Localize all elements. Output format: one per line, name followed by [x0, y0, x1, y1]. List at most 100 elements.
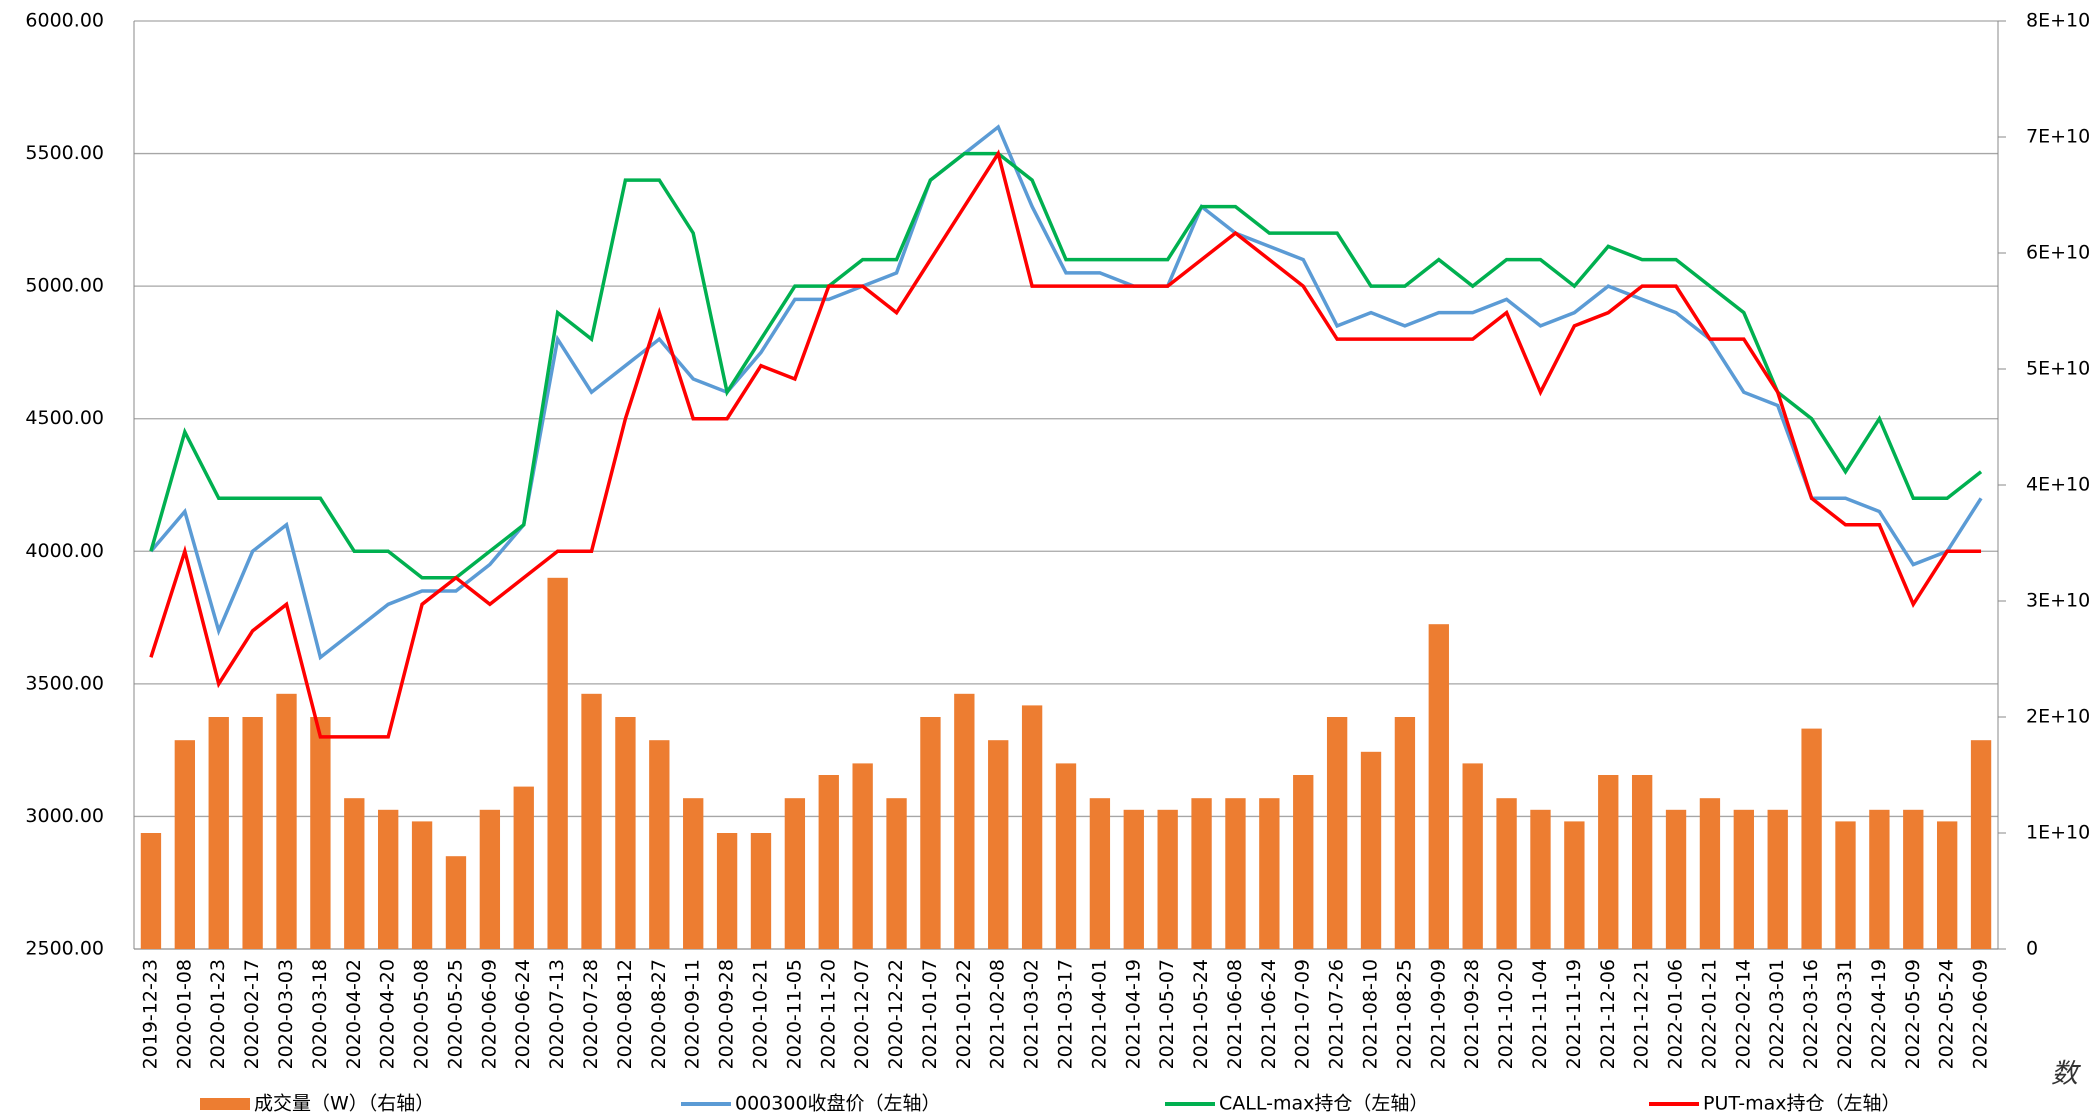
x-tick-label: 2020-06-24	[512, 959, 534, 1069]
x-tick-label: 2022-03-01	[1766, 959, 1788, 1069]
x-tick-label: 2020-03-03	[275, 959, 297, 1069]
x-tick-label: 2021-11-04	[1529, 959, 1551, 1069]
bar	[344, 798, 365, 949]
bar	[615, 717, 636, 949]
x-tick-label: 2022-05-09	[1902, 959, 1924, 1069]
x-tick-label: 2021-06-08	[1224, 959, 1246, 1069]
bar	[1835, 821, 1856, 949]
y-tick-label: 4000.00	[25, 540, 104, 562]
x-tick-label: 2022-02-14	[1732, 959, 1754, 1069]
bar	[954, 693, 975, 949]
legend-label: PUT-max持仓（左轴）	[1703, 1093, 1900, 1115]
y-tick-label: 3500.00	[25, 672, 104, 694]
y2-tick-label: 1E+10	[2026, 822, 2090, 844]
bar	[988, 740, 1009, 949]
x-tick-label: 2020-01-08	[173, 959, 195, 1069]
y2-tick-label: 8E+10	[2026, 10, 2090, 32]
x-tick-label: 2020-12-07	[851, 959, 873, 1069]
y2-tick-label: 0	[2026, 938, 2038, 960]
bar	[547, 577, 568, 949]
bar	[1598, 775, 1619, 949]
x-tick-label: 2021-11-19	[1563, 959, 1585, 1069]
bar	[920, 717, 941, 949]
x-tick-label: 2021-02-08	[987, 959, 1009, 1069]
bar	[1225, 798, 1246, 949]
x-tick-label: 2021-04-01	[1088, 959, 1110, 1069]
x-tick-label: 2022-01-21	[1698, 959, 1720, 1069]
bar	[649, 740, 670, 949]
line-series	[149, 149, 1982, 739]
bar	[1157, 809, 1178, 949]
bar	[1564, 821, 1585, 949]
line-series	[149, 151, 1983, 580]
x-tick-label: 2021-01-22	[953, 959, 975, 1069]
bar	[1123, 809, 1144, 949]
x-tick-label: 2021-06-24	[1258, 959, 1280, 1069]
bar	[174, 740, 196, 949]
bar	[242, 717, 263, 949]
bar	[445, 856, 467, 949]
legend-label: 成交量（W）（右轴）	[254, 1093, 434, 1115]
legend-swatch	[200, 1098, 250, 1110]
bar	[683, 798, 704, 949]
x-tick-label: 2020-12-22	[885, 959, 907, 1069]
x-tick-label: 2022-06-09	[1970, 959, 1992, 1069]
bar	[1462, 763, 1483, 949]
bar	[1021, 705, 1043, 949]
bar	[1699, 798, 1721, 949]
x-tick-label: 2021-04-19	[1122, 959, 1144, 1069]
x-tick-label: 2021-03-17	[1055, 959, 1077, 1069]
x-tick-label: 2020-08-27	[648, 959, 670, 1069]
y2-tick-label: 3E+10	[2026, 590, 2090, 612]
bar	[750, 833, 772, 949]
x-tick-label: 2020-01-23	[207, 959, 229, 1069]
x-tick-label: 2021-05-07	[1156, 959, 1178, 1069]
bar	[1055, 763, 1077, 949]
bar	[1394, 717, 1416, 949]
bar	[1936, 821, 1958, 949]
x-tick-label: 2021-07-26	[1326, 959, 1348, 1069]
bar	[1496, 798, 1517, 949]
line-series	[149, 124, 1983, 661]
y2-tick-label: 6E+10	[2026, 242, 2090, 264]
y2-tick-label: 2E+10	[2026, 706, 2090, 728]
x-tick-label: 2020-06-09	[478, 959, 500, 1069]
y-tick-label: 3000.00	[25, 805, 104, 827]
bar	[1428, 624, 1449, 949]
y-tick-label: 2500.00	[25, 938, 104, 960]
bar	[886, 798, 907, 949]
x-tick-label: 2020-11-20	[817, 959, 839, 1069]
x-tick-label: 2020-07-28	[580, 959, 602, 1069]
x-tick-label: 2020-11-05	[783, 959, 805, 1069]
x-tick-label: 2020-03-18	[309, 959, 331, 1069]
bar	[1970, 740, 1992, 949]
x-tick-label: 2022-01-06	[1665, 959, 1687, 1069]
y-tick-label: 5000.00	[25, 275, 104, 297]
bar	[1360, 751, 1382, 949]
x-tick-label: 2021-09-28	[1461, 959, 1483, 1069]
x-tick-label: 2020-02-17	[241, 959, 263, 1069]
x-tick-label: 2021-12-21	[1631, 959, 1653, 1069]
x-tick-label: 2020-04-02	[343, 959, 365, 1069]
bar	[1191, 798, 1212, 949]
x-tick-label: 2021-05-24	[1190, 959, 1212, 1069]
bar	[1089, 798, 1111, 949]
bar	[1903, 809, 1924, 949]
x-tick-label: 2022-03-31	[1834, 959, 1856, 1069]
x-tick-label: 2020-04-20	[377, 959, 399, 1069]
legend-label: CALL-max持仓（左轴）	[1219, 1093, 1428, 1115]
x-tick-label: 2021-01-07	[919, 959, 941, 1069]
bar	[581, 693, 602, 949]
bar	[852, 763, 873, 949]
bar	[818, 775, 839, 949]
x-tick-label: 2020-05-25	[444, 959, 466, 1069]
bar	[1259, 798, 1280, 949]
bar	[1326, 717, 1348, 949]
bar	[716, 833, 738, 949]
bar	[276, 693, 297, 949]
x-tick-label: 2020-10-21	[749, 959, 771, 1069]
bar	[310, 717, 331, 949]
y-tick-label: 6000.00	[25, 10, 104, 32]
x-tick-label: 2022-03-16	[1800, 959, 1822, 1069]
